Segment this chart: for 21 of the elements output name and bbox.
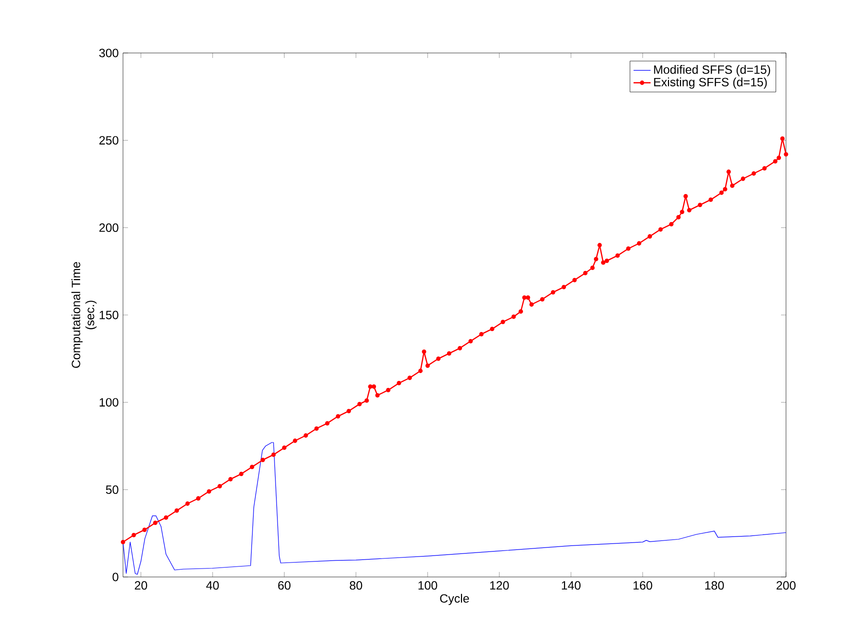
y-tick-label: 300 bbox=[99, 48, 118, 58]
x-tick-label: 120 bbox=[490, 581, 509, 590]
x-tick-label: 160 bbox=[634, 581, 652, 590]
y-tick-label: 0 bbox=[112, 572, 118, 582]
y-tick-label: 250 bbox=[99, 136, 118, 145]
x-tick-label: 180 bbox=[705, 581, 724, 590]
y-tick-label: 50 bbox=[106, 485, 118, 494]
x-tick-label: 100 bbox=[418, 581, 438, 590]
x-tick-label: 140 bbox=[562, 581, 581, 590]
x-axis-title: Cycle bbox=[440, 594, 469, 606]
legend-label: Modified SFFS (d=15) bbox=[654, 65, 770, 76]
y-tick-label: 150 bbox=[100, 310, 118, 320]
x-tick-label: 20 bbox=[134, 581, 148, 590]
y-tick-label: 200 bbox=[99, 223, 118, 232]
y-axis-title: Computational Time (sec.) bbox=[71, 262, 97, 368]
y-tick-label: 100 bbox=[100, 398, 118, 407]
x-tick-label: 40 bbox=[206, 581, 219, 590]
x-tick-label: 80 bbox=[350, 581, 362, 590]
x-tick-label: 60 bbox=[278, 581, 290, 590]
legend-label: Existing SFFS (d=15) bbox=[654, 78, 767, 89]
x-tick-label: 200 bbox=[776, 581, 796, 590]
